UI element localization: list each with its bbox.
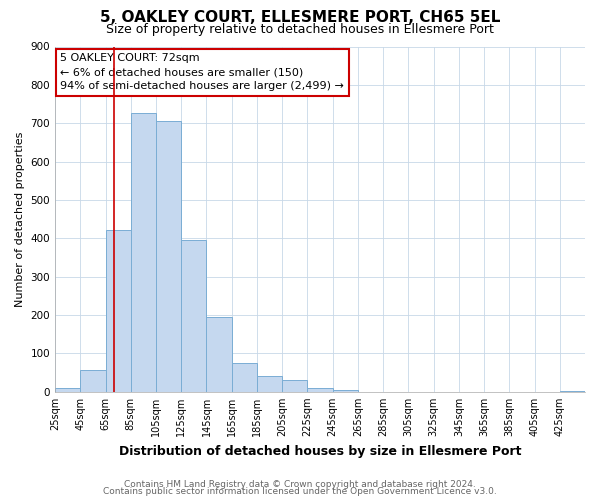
Text: Size of property relative to detached houses in Ellesmere Port: Size of property relative to detached ho…	[106, 22, 494, 36]
Bar	[560, 391, 585, 392]
Bar	[282, 380, 307, 392]
Y-axis label: Number of detached properties: Number of detached properties	[15, 132, 25, 307]
Text: Contains public sector information licensed under the Open Government Licence v3: Contains public sector information licen…	[103, 487, 497, 496]
Text: Contains HM Land Registry data © Crown copyright and database right 2024.: Contains HM Land Registry data © Crown c…	[124, 480, 476, 489]
Bar	[80, 370, 106, 392]
Bar	[206, 316, 232, 392]
Bar	[232, 363, 257, 392]
Bar	[131, 113, 156, 392]
Bar	[106, 230, 131, 392]
X-axis label: Distribution of detached houses by size in Ellesmere Port: Distribution of detached houses by size …	[119, 444, 521, 458]
Bar	[257, 376, 282, 392]
Text: 5 OAKLEY COURT: 72sqm
← 6% of detached houses are smaller (150)
94% of semi-deta: 5 OAKLEY COURT: 72sqm ← 6% of detached h…	[61, 54, 344, 92]
Bar	[156, 120, 181, 392]
Bar	[181, 240, 206, 392]
Bar	[55, 388, 80, 392]
Bar	[332, 390, 358, 392]
Text: 5, OAKLEY COURT, ELLESMERE PORT, CH65 5EL: 5, OAKLEY COURT, ELLESMERE PORT, CH65 5E…	[100, 10, 500, 25]
Bar	[307, 388, 332, 392]
